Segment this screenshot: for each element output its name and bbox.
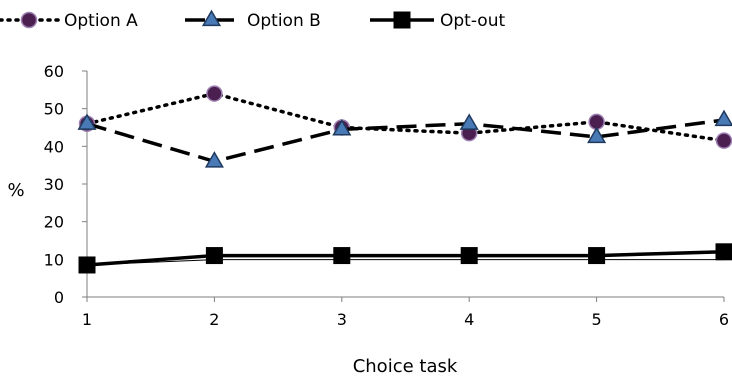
legend-item: Option B: [185, 9, 321, 31]
legend: Option A Option B Opt-out: [0, 9, 505, 31]
x-tick-label: 1: [82, 310, 92, 329]
data-point: [77, 113, 97, 130]
y-tick-label: 60: [44, 62, 64, 81]
series-layer: [77, 85, 732, 274]
y-tick-label: 50: [44, 100, 64, 119]
x-tick-label: 2: [209, 310, 219, 329]
x-axis: 1 2 3 4 5 6: [82, 296, 729, 329]
legend-marker: [20, 11, 38, 29]
legend-label: Opt-out: [440, 11, 505, 31]
data-point: [460, 247, 478, 265]
legend-item: Opt-out: [370, 11, 505, 31]
y-tick-label: 40: [44, 137, 64, 156]
y-tick-label: 20: [44, 213, 64, 232]
data-point: [588, 247, 606, 265]
y-tick-label: 30: [44, 175, 64, 194]
series-option-b: [77, 109, 732, 168]
data-point: [204, 151, 224, 168]
data-point: [333, 247, 351, 265]
legend-marker: [393, 11, 411, 29]
legend-item: Option A: [0, 11, 138, 31]
data-point: [587, 126, 607, 144]
data-point: [715, 132, 732, 149]
x-axis-title: Choice task: [353, 356, 458, 377]
y-tick-label: 10: [44, 250, 64, 269]
x-tick-label: 6: [719, 310, 729, 329]
data-point: [206, 85, 223, 102]
y-axis-title: %: [7, 180, 24, 201]
x-tick-label: 3: [337, 310, 347, 329]
series-option-a: [78, 85, 732, 149]
series-line: [85, 91, 726, 143]
series-line-shadow: [86, 259, 724, 266]
series-line: [86, 118, 725, 164]
data-point: [78, 256, 96, 274]
data-point: [715, 243, 732, 261]
legend-marker: [201, 9, 222, 27]
data-point: [714, 109, 732, 127]
legend-label: Option A: [64, 11, 138, 31]
data-point: [205, 247, 223, 265]
legend-label: Option B: [247, 11, 321, 31]
series-opt-out: [78, 243, 732, 274]
series-line: [86, 250, 725, 267]
x-tick-label: 5: [592, 310, 602, 329]
data-point: [459, 113, 479, 130]
x-tick-label: 4: [464, 310, 474, 329]
data-point: [332, 119, 352, 136]
y-tick-label: 0: [54, 288, 64, 307]
